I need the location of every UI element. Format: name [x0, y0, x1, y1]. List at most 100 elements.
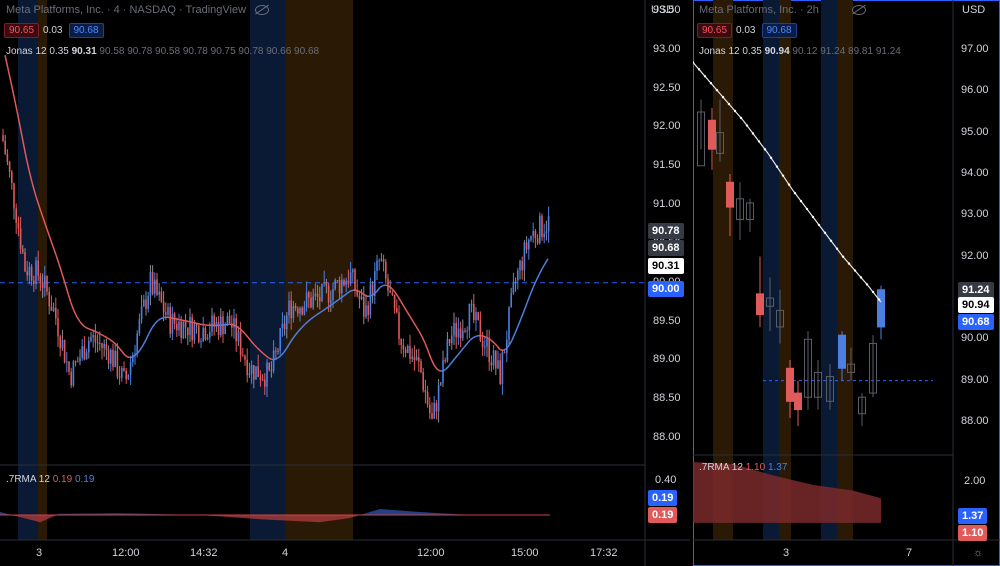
- settings-gear-icon[interactable]: ☼: [973, 547, 984, 559]
- rma-line-segment: [514, 325, 519, 334]
- candle-body: [138, 319, 141, 334]
- rma-line-segment: [19, 125, 24, 142]
- candle-body: [499, 360, 501, 385]
- candle-body: [283, 323, 286, 330]
- session-band: [837, 0, 853, 540]
- candle-body: [132, 354, 134, 363]
- candle-body: [281, 323, 284, 329]
- right-currency-label[interactable]: USD: [962, 4, 986, 16]
- rma-line-segment: [259, 349, 264, 354]
- candle-body: [512, 281, 515, 294]
- candle-body: [411, 356, 413, 359]
- rma-line-segment: [7, 68, 12, 83]
- rma-line-segment: [376, 286, 381, 292]
- hide-eye-icon[interactable]: [851, 5, 866, 16]
- rma-line-segment: [241, 330, 246, 335]
- left-chart-canvas[interactable]: [0, 0, 690, 566]
- rma-line-segment: [76, 316, 81, 323]
- time-label: 17:32: [590, 547, 618, 559]
- rma-dot: [865, 283, 869, 286]
- candle-body: [160, 291, 163, 302]
- rma-dot: [811, 215, 815, 219]
- candle-body: [794, 392, 802, 411]
- candle-body: [140, 306, 143, 320]
- candle-body: [180, 321, 182, 339]
- candle-body: [193, 324, 196, 341]
- time-label: 15:00: [511, 547, 539, 559]
- rma-line-segment: [532, 280, 537, 289]
- candle-body: [110, 349, 112, 364]
- candle-body: [382, 259, 385, 262]
- rma-line-segment: [484, 336, 489, 339]
- rma-line-segment: [286, 342, 291, 349]
- tag-indicator: 90.94: [958, 297, 994, 313]
- candle-body: [539, 215, 541, 244]
- tag-high: 91.24: [958, 282, 994, 298]
- bid-price-box[interactable]: 90.65: [697, 23, 733, 38]
- rma-line-segment: [166, 316, 171, 319]
- ask-price-box[interactable]: 90.68: [68, 23, 104, 38]
- left-indicator-legend[interactable]: Jonas 12 0.35 90.31 90.58 90.78 90.58 90…: [6, 46, 319, 57]
- rma-line-segment: [394, 291, 399, 297]
- hide-eye-icon[interactable]: [255, 5, 270, 16]
- right-osc-legend[interactable]: .7RMA 12 1.10 1.37: [699, 462, 787, 473]
- rma-line-segment: [256, 347, 261, 352]
- time-label: 14:32: [190, 547, 218, 559]
- bid-price-box[interactable]: 90.65: [4, 23, 40, 38]
- candle-body: [178, 321, 180, 331]
- time-label: 12:00: [417, 547, 445, 559]
- session-band: [18, 0, 38, 540]
- candle-body: [310, 297, 312, 308]
- candle-body: [786, 367, 794, 402]
- session-band: [763, 0, 779, 540]
- candle-body: [508, 307, 510, 340]
- right-chart-pane[interactable]: Meta Platforms, Inc. · 2h 90.65 0.03 90.68…: [693, 0, 1000, 566]
- candle-body: [118, 376, 121, 378]
- rma-line-segment: [520, 310, 525, 319]
- price-tick: 93.00: [961, 208, 989, 221]
- time-label: 4: [282, 547, 289, 559]
- rma-dot: [805, 207, 809, 211]
- price-tick: 88.50: [653, 392, 681, 405]
- candle-body: [68, 361, 70, 372]
- right-indicator-legend[interactable]: Jonas 12 0.35 90.94 90.12 91.24 89.81 91…: [699, 46, 901, 57]
- ask-price-box[interactable]: 90.68: [761, 23, 797, 38]
- candle-body: [206, 337, 209, 340]
- tag-indicator: 90.31: [648, 258, 684, 274]
- candle-body: [510, 293, 512, 308]
- rma-line-segment: [277, 354, 282, 359]
- rma-line-segment: [463, 343, 468, 348]
- rma-line-segment: [58, 263, 63, 274]
- price-tick: 88.00: [961, 415, 989, 427]
- candle-body: [371, 284, 374, 297]
- rma-line-segment: [181, 319, 186, 322]
- candle-body: [239, 331, 242, 356]
- left-chart-pane[interactable]: Meta Platforms, Inc. · 4 · NASDAQ · Trad…: [0, 0, 690, 566]
- left-currency-label[interactable]: USD: [651, 4, 675, 16]
- rma-line-segment: [175, 318, 180, 321]
- rma-line-segment: [154, 319, 159, 325]
- candle-body: [352, 269, 354, 273]
- price-tick: 90.00: [961, 332, 989, 345]
- rma-line-segment: [370, 293, 375, 297]
- left-osc-legend[interactable]: .7RMA 12 0.19 0.19: [6, 474, 94, 485]
- rma-dot: [793, 191, 797, 195]
- candle-body: [19, 228, 22, 249]
- candle-body: [858, 396, 866, 415]
- rma-line-segment: [313, 313, 318, 318]
- candle-body: [231, 323, 233, 328]
- rma-line-segment: [328, 303, 333, 308]
- rma-line-segment: [412, 320, 417, 327]
- rma-line-segment: [136, 349, 141, 355]
- right-chart-canvas[interactable]: [693, 0, 1000, 566]
- rma-line-segment: [316, 311, 321, 316]
- candle-body: [248, 373, 251, 376]
- indicator-values: 90.12 91.24 89.81 91.24: [792, 46, 901, 57]
- candle-body: [481, 340, 484, 348]
- candle-body: [360, 296, 363, 300]
- candle-body: [869, 342, 877, 394]
- rma-line-segment: [364, 294, 369, 298]
- rma-line-segment: [28, 169, 33, 183]
- rma-line-segment: [508, 339, 513, 346]
- candle-body: [6, 153, 9, 162]
